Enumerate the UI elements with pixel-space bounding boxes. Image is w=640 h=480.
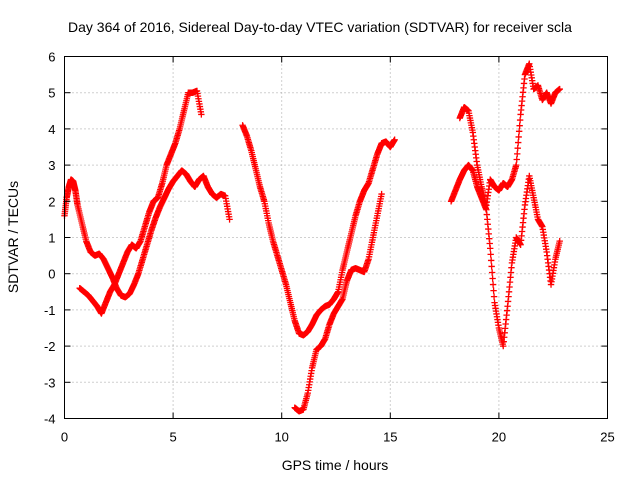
data-point	[514, 145, 521, 152]
x-axis-label: GPS time / hours	[282, 457, 389, 473]
data-point	[489, 281, 497, 288]
plot-frame	[64, 56, 608, 419]
y-tick-label: -1	[44, 303, 56, 318]
data-point	[513, 156, 520, 163]
data-point	[487, 245, 494, 252]
data-point	[513, 161, 520, 169]
data-point	[488, 269, 496, 276]
data-point	[515, 133, 522, 141]
x-tick-label: 10	[274, 430, 288, 445]
x-tick-label: 20	[492, 430, 506, 445]
y-tick-label: 1	[48, 231, 55, 246]
data-point	[514, 150, 521, 158]
y-tick-label: 6	[48, 50, 55, 65]
data-point	[556, 237, 563, 245]
data-point	[489, 275, 496, 282]
data-point	[198, 111, 205, 118]
series-segment-3b	[456, 103, 563, 350]
data-point	[488, 263, 495, 270]
grid	[64, 56, 608, 419]
data-points	[61, 60, 563, 415]
data-point	[391, 136, 398, 143]
y-tick-label: -4	[44, 412, 56, 427]
data-point	[226, 216, 233, 223]
data-point	[487, 257, 495, 264]
data-point	[515, 139, 522, 146]
data-point	[378, 190, 385, 198]
y-tick-label: 2	[48, 194, 55, 209]
y-axis-label: SDTVAR / TECUs	[5, 181, 21, 293]
x-tick-label: 15	[383, 430, 397, 445]
data-point	[516, 116, 524, 124]
series-segment-1b	[76, 87, 205, 317]
y-tick-label: 0	[48, 267, 55, 282]
y-tick-label: 5	[48, 86, 55, 101]
y-tick-label: 4	[48, 122, 55, 137]
data-point	[490, 287, 497, 294]
data-point	[487, 251, 494, 258]
data-point	[516, 122, 523, 129]
series-segment-1a	[61, 167, 233, 301]
y-tick-label: -2	[44, 339, 56, 354]
y-tick-label: -3	[44, 375, 56, 390]
data-point	[515, 128, 523, 135]
x-tick-label: 5	[169, 430, 176, 445]
x-tick-label: 0	[61, 430, 68, 445]
series-segment-2b	[291, 190, 385, 415]
chart-title: Day 364 of 2016, Sidereal Day-to-day VTE…	[68, 19, 572, 35]
x-tick-label: 25	[600, 430, 614, 445]
y-tick-label: 3	[48, 158, 55, 173]
series-segment-2	[239, 122, 398, 339]
axis-ticks: -4 -3 -2 -1 0 1 2 3 4 5 6 0 5 10 15 20 25	[44, 50, 615, 445]
series-segment-3	[447, 60, 563, 212]
data-point	[556, 85, 563, 93]
data-point	[490, 293, 498, 300]
